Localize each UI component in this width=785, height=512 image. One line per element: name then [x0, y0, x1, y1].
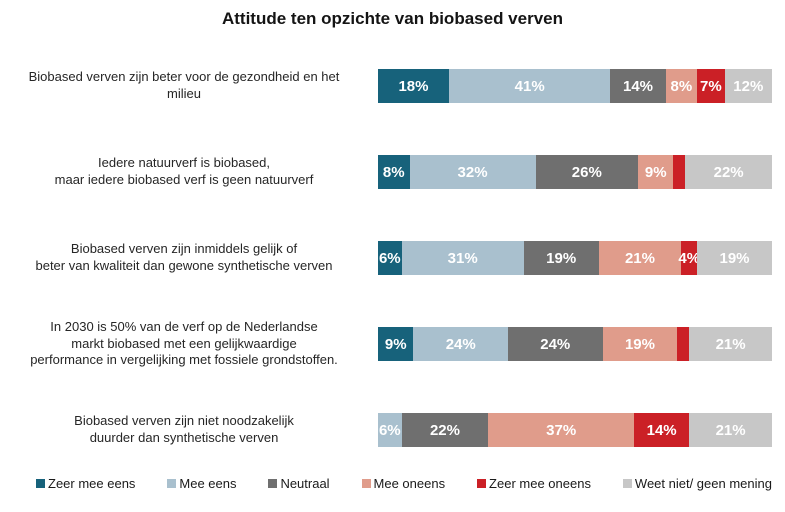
chart-title: Attitude ten opzichte van biobased verve…: [221, 9, 563, 28]
bar-segment: 19%: [523, 241, 599, 275]
legend-item: Zeer mee oneens: [477, 476, 591, 491]
legend-item: Neutraal: [268, 476, 330, 491]
legend-item: Mee eens: [167, 476, 236, 491]
segment-value-label: 4%: [678, 249, 701, 267]
row-label: Biobased verven zijn beter voor de gezon…: [28, 69, 340, 101]
bar-segment: 31%: [401, 241, 524, 275]
bar-segment: 4%: [678, 241, 701, 275]
row-label: Iedere natuurverf is biobased, maar iede…: [54, 155, 314, 187]
bar-segment: 14%: [634, 413, 690, 447]
segment-value-label: 6%: [378, 249, 401, 267]
segment-value-label: 21%: [715, 421, 746, 439]
bar-segment: 8%: [378, 155, 410, 189]
legend-swatch: [622, 479, 632, 488]
bar-segment: 37%: [488, 413, 635, 447]
legend-item: Weet niet/ geen mening: [622, 476, 772, 491]
stacked-bar: 8% 32% 26% 9% 22%: [378, 155, 772, 189]
legend-item: Zeer mee eens: [36, 476, 135, 491]
bar-segment: 19%: [697, 241, 772, 275]
legend-swatch: [167, 479, 177, 488]
segment-value-label: 14%: [623, 77, 654, 95]
segment-value-label: 8%: [382, 163, 405, 181]
bar-segment: 8%: [665, 69, 698, 103]
segment-value-label: 26%: [571, 163, 602, 181]
bar-segment: 6%: [378, 241, 402, 275]
segment-value-label: 19%: [624, 335, 655, 353]
bar-segment: 22%: [685, 155, 772, 189]
legend-item: Mee oneens: [361, 476, 446, 491]
segment-value-label: 19%: [546, 249, 577, 267]
segment-value-label: 6%: [378, 421, 401, 439]
stacked-bar: 6% 22% 37% 14% 21%: [378, 413, 772, 447]
bar-segment: 12%: [724, 69, 772, 103]
bar-segment: 9%: [378, 327, 414, 361]
legend-swatch: [477, 479, 487, 488]
chart-row: In 2030 is 50% van de verf op de Nederla…: [0, 301, 785, 387]
bar-segment: 41%: [448, 69, 611, 103]
legend-swatch: [361, 479, 371, 488]
segment-value-label: 9%: [384, 335, 407, 353]
segment-value-label: 24%: [445, 335, 476, 353]
segment-value-label: 18%: [398, 77, 429, 95]
bar-segment: 21%: [598, 241, 682, 275]
segment-value-label: 12%: [733, 77, 764, 95]
row-label: Biobased verven zijn niet noodzakelijk d…: [74, 413, 294, 445]
segment-value-label: 21%: [624, 249, 655, 267]
chart-row: Biobased verven zijn beter voor de gezon…: [0, 43, 785, 129]
chart-row: Biobased verven zijn inmiddels gelijk of…: [0, 215, 785, 301]
chart-row: Iedere natuurverf is biobased, maar iede…: [0, 129, 785, 215]
bar-segment: 9%: [638, 155, 674, 189]
bar-segment: 32%: [409, 155, 536, 189]
bar-segment: 18%: [378, 69, 449, 103]
bar-segment: [673, 155, 686, 189]
bar-segment: 24%: [508, 327, 603, 361]
legend-label: Neutraal: [280, 476, 330, 491]
stacked-bar: 18% 41% 14% 8% 7% 12%: [378, 69, 772, 103]
segment-value-label: 41%: [514, 77, 545, 95]
segment-value-label: 37%: [546, 421, 577, 439]
legend-label: Zeer mee oneens: [489, 476, 591, 491]
chart-legend: Zeer mee eens Mee eens Neutraal Mee oneens Z…: [36, 476, 772, 491]
segment-value-label: 14%: [646, 421, 677, 439]
bar-segment: 21%: [689, 413, 772, 447]
segment-value-label: 31%: [447, 249, 478, 267]
legend-label: Weet niet/ geen mening: [634, 476, 772, 491]
segment-value-label: 7%: [700, 77, 722, 95]
segment-value-label: 24%: [540, 335, 571, 353]
bar-segment: 24%: [413, 327, 508, 361]
legend-label: Mee oneens: [373, 476, 446, 491]
legend-label: Mee eens: [179, 476, 237, 491]
chart-row: Biobased verven zijn niet noodzakelijk d…: [0, 387, 785, 473]
bar-segment: 19%: [602, 327, 678, 361]
bar-segment: 22%: [401, 413, 489, 447]
legend-swatch: [268, 479, 278, 488]
legend-swatch: [36, 479, 45, 488]
segment-value-label: 22%: [713, 163, 744, 181]
bar-segment: 14%: [610, 69, 666, 103]
segment-value-label: 9%: [644, 163, 667, 181]
bar-segment: 26%: [535, 155, 639, 189]
row-label: Biobased verven zijn inmiddels gelijk of…: [35, 241, 333, 273]
bar-segment: [677, 327, 690, 361]
bar-segment: 6%: [378, 413, 402, 447]
stacked-bar: 9% 24% 24% 19% 21%: [378, 327, 772, 361]
chart: Biobased verven zijn beter voor de gezon…: [0, 43, 785, 473]
row-label: In 2030 is 50% van de verf op de Nederla…: [30, 318, 338, 368]
bar-segment: 21%: [689, 327, 772, 361]
segment-value-label: 19%: [719, 249, 750, 267]
segment-value-label: 32%: [457, 163, 488, 181]
segment-value-label: 21%: [715, 335, 746, 353]
segment-value-label: 22%: [429, 421, 460, 439]
legend-label: Zeer mee eens: [48, 476, 136, 491]
bar-segment: 7%: [697, 69, 725, 103]
segment-value-label: 8%: [670, 77, 693, 95]
stacked-bar: 6% 31% 19% 21% 4% 19%: [378, 241, 772, 275]
